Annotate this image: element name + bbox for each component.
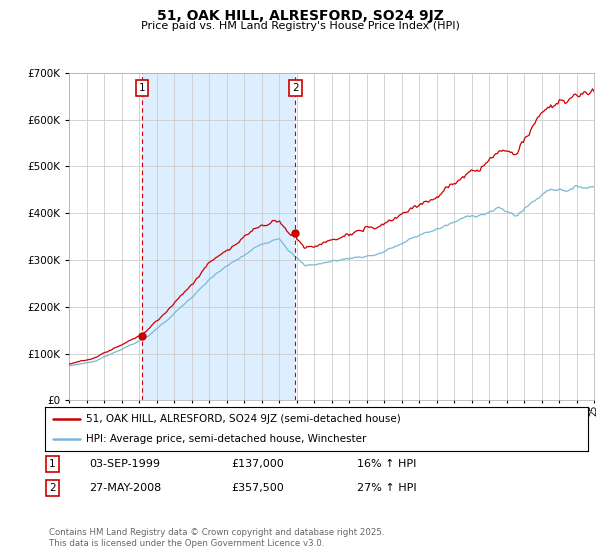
Text: 1: 1	[139, 83, 145, 92]
Text: 2: 2	[292, 83, 298, 92]
Text: 27-MAY-2008: 27-MAY-2008	[89, 483, 161, 493]
Text: Contains HM Land Registry data © Crown copyright and database right 2025.
This d: Contains HM Land Registry data © Crown c…	[49, 528, 385, 548]
Text: Price paid vs. HM Land Registry's House Price Index (HPI): Price paid vs. HM Land Registry's House …	[140, 21, 460, 31]
Text: 51, OAK HILL, ALRESFORD, SO24 9JZ (semi-detached house): 51, OAK HILL, ALRESFORD, SO24 9JZ (semi-…	[86, 414, 400, 424]
Text: 27% ↑ HPI: 27% ↑ HPI	[357, 483, 416, 493]
Text: £357,500: £357,500	[231, 483, 284, 493]
Bar	[142, 73, 295, 400]
Text: 16% ↑ HPI: 16% ↑ HPI	[357, 459, 416, 469]
Text: £137,000: £137,000	[231, 459, 284, 469]
Text: 1: 1	[49, 459, 56, 469]
Text: HPI: Average price, semi-detached house, Winchester: HPI: Average price, semi-detached house,…	[86, 434, 366, 444]
Text: 03-SEP-1999: 03-SEP-1999	[89, 459, 160, 469]
Text: 2: 2	[49, 483, 56, 493]
Text: 51, OAK HILL, ALRESFORD, SO24 9JZ: 51, OAK HILL, ALRESFORD, SO24 9JZ	[157, 9, 443, 23]
